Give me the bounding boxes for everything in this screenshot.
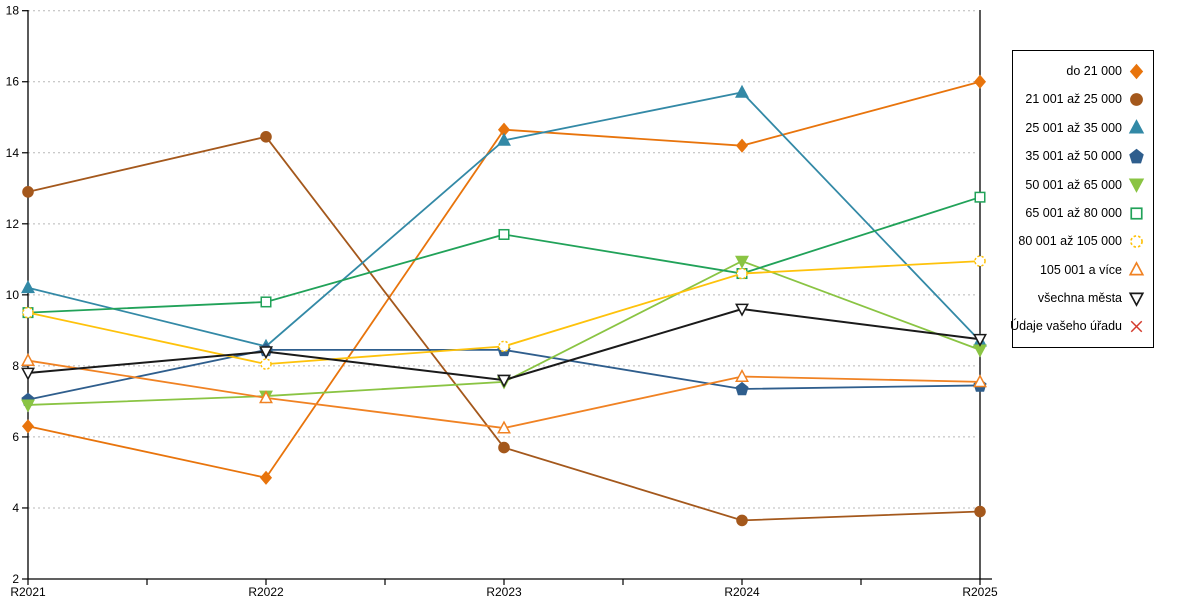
legend-item-label: 25 001 až 35 000	[1025, 120, 1122, 135]
legend-marker-square-icon	[1128, 205, 1145, 222]
legend-marker-triangle-down-icon	[1128, 176, 1145, 194]
data-point-marker	[498, 228, 510, 240]
legend-item-label: 35 001 až 50 000	[1025, 149, 1122, 164]
legend-item: 21 001 až 25 000	[1017, 91, 1145, 108]
legend-marker-circle-icon	[1128, 91, 1145, 108]
legend-marker-pentagon-icon	[1128, 148, 1145, 165]
data-point-marker	[21, 280, 35, 294]
legend-marker-triangle-up-icon	[1128, 119, 1145, 136]
y-tick-label: 10	[6, 288, 20, 302]
data-point-marker	[21, 352, 35, 366]
data-point-marker	[260, 130, 272, 143]
legend-marker-circle-dashed-icon	[1128, 233, 1145, 250]
data-point-marker	[260, 358, 272, 370]
data-point-marker	[973, 374, 987, 388]
data-point-marker	[973, 344, 987, 358]
legend-item: 105 001 a více	[1017, 261, 1145, 278]
data-point-marker	[973, 74, 987, 89]
legend-item-label: 50 001 až 65 000	[1025, 177, 1122, 192]
x-tick-label: R2024	[724, 585, 760, 599]
legend-item: 25 001 až 35 000	[1017, 119, 1145, 136]
legend-marker-triangle-up-icon	[1128, 261, 1145, 278]
legend-item-label: do 21 000	[1066, 63, 1122, 78]
legend-item-label: Údaje vašeho úřadu	[1010, 319, 1122, 334]
data-point-marker	[21, 399, 35, 413]
legend-item: 35 001 až 50 000	[1017, 148, 1145, 165]
legend: do 21 000 21 001 až 25 000 25 001 až 35 00…	[1010, 50, 1154, 348]
data-point-marker	[736, 514, 748, 527]
data-point-marker	[259, 346, 273, 360]
series-line	[27, 135, 981, 522]
legend-item-label: všechna města	[1037, 291, 1122, 306]
y-tick-label: 16	[6, 75, 20, 89]
legend-marker-x-icon	[1128, 318, 1145, 335]
y-tick-label: 6	[12, 430, 19, 444]
x-tick-label: R2023	[486, 585, 522, 599]
data-point-marker	[735, 368, 749, 382]
x-tick-label: R2021	[10, 585, 46, 599]
legend-item: 65 001 až 80 000	[1017, 205, 1145, 222]
data-point-marker	[498, 441, 510, 454]
data-point-marker	[21, 367, 35, 381]
data-point-marker	[735, 84, 749, 98]
legend-item: všechna města	[1017, 290, 1145, 307]
data-point-marker	[259, 390, 273, 404]
legend-item: do 21 000	[1017, 63, 1145, 80]
y-tick-label: 2	[12, 572, 19, 586]
data-point-marker	[973, 333, 987, 347]
x-tick-label: R2022	[248, 585, 284, 599]
data-point-marker	[260, 296, 272, 308]
y-tick-label: 12	[6, 217, 20, 231]
data-point-marker	[974, 255, 986, 267]
data-point-marker	[736, 267, 748, 280]
legend-item-label: 80 001 až 105 000	[1018, 234, 1122, 249]
data-point-marker	[735, 303, 749, 317]
x-tick-label: R2025	[962, 585, 998, 599]
y-tick-label: 4	[12, 501, 19, 515]
data-point-marker	[735, 138, 749, 153]
data-point-marker	[498, 340, 510, 353]
data-point-marker	[974, 191, 986, 203]
legend-marker-diamond-icon	[1128, 63, 1145, 80]
data-point-marker	[735, 255, 749, 269]
legend-item: 80 001 až 105 000	[1017, 233, 1145, 250]
y-tick-label: 8	[12, 359, 19, 373]
y-tick-label: 18	[6, 4, 20, 18]
legend-item-label: 65 001 až 80 000	[1025, 205, 1122, 220]
y-tick-label: 14	[6, 146, 20, 160]
data-point-marker	[735, 381, 749, 396]
legend-marker-triangle-down-icon	[1128, 290, 1145, 307]
data-point-marker	[974, 505, 986, 518]
data-point-marker	[497, 420, 511, 434]
legend-item: Údaje vašeho úřadu	[1010, 318, 1145, 335]
legend-item-label: 105 001 a více	[1039, 262, 1122, 277]
data-point-marker	[497, 374, 511, 388]
data-point-marker	[21, 419, 35, 434]
legend-item-label: 21 001 až 25 000	[1025, 92, 1122, 107]
legend-item: 50 001 až 65 000	[1017, 176, 1145, 194]
data-point-marker	[259, 470, 273, 485]
data-point-marker	[22, 186, 34, 198]
data-point-marker	[22, 306, 34, 319]
data-point-marker	[497, 132, 511, 146]
